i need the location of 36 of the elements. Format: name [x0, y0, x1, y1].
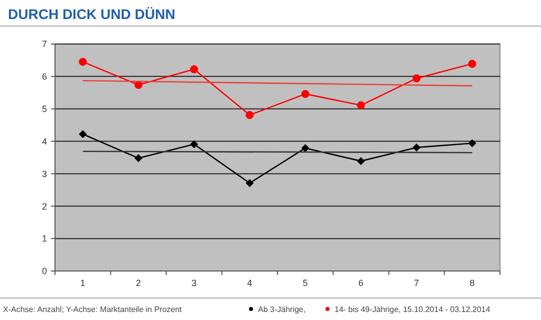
y-tick-label: 5 — [42, 104, 47, 114]
point — [190, 65, 198, 74]
legend-label: 14- bis 49-Jährige, 15.10.2014 - 03.12.2014 — [334, 305, 491, 314]
y-tick-label: 1 — [42, 234, 47, 244]
point — [246, 111, 254, 120]
chart-title: DURCH DICK UND DÜNN — [8, 6, 176, 22]
x-tick-label: 7 — [414, 278, 420, 288]
legend-label: Ab 3-Jährige, — [258, 305, 306, 314]
x-tick-label: 4 — [247, 278, 252, 288]
x-tick-label: 3 — [192, 278, 197, 288]
point — [78, 130, 87, 138]
point — [468, 60, 476, 68]
point — [356, 157, 365, 166]
point — [134, 154, 142, 162]
x-tick-label: 5 — [302, 278, 308, 288]
x-tick-label: 8 — [470, 278, 475, 288]
x-tick-label: 2 — [136, 278, 141, 288]
x-tick-label: 6 — [358, 278, 364, 288]
x-tick-label: 1 — [80, 278, 86, 288]
point — [412, 74, 421, 82]
point — [356, 101, 365, 110]
text: X-Achse: Anzahl; Y-Achse: Marktanteile in Prozent — [3, 305, 183, 314]
y-tick-label: 3 — [42, 168, 47, 179]
point — [134, 80, 142, 89]
y-tick-label: 7 — [42, 39, 47, 50]
point — [190, 140, 198, 148]
y-tick-label: 4 — [42, 136, 47, 146]
y-tick-label: 2 — [42, 201, 47, 212]
point — [246, 179, 254, 188]
point — [468, 139, 476, 148]
point — [78, 58, 87, 66]
y-tick-label: 0 — [42, 266, 47, 276]
point — [301, 90, 310, 98]
y-tick-label: 6 — [42, 72, 47, 82]
point — [412, 143, 421, 152]
point — [301, 144, 310, 152]
